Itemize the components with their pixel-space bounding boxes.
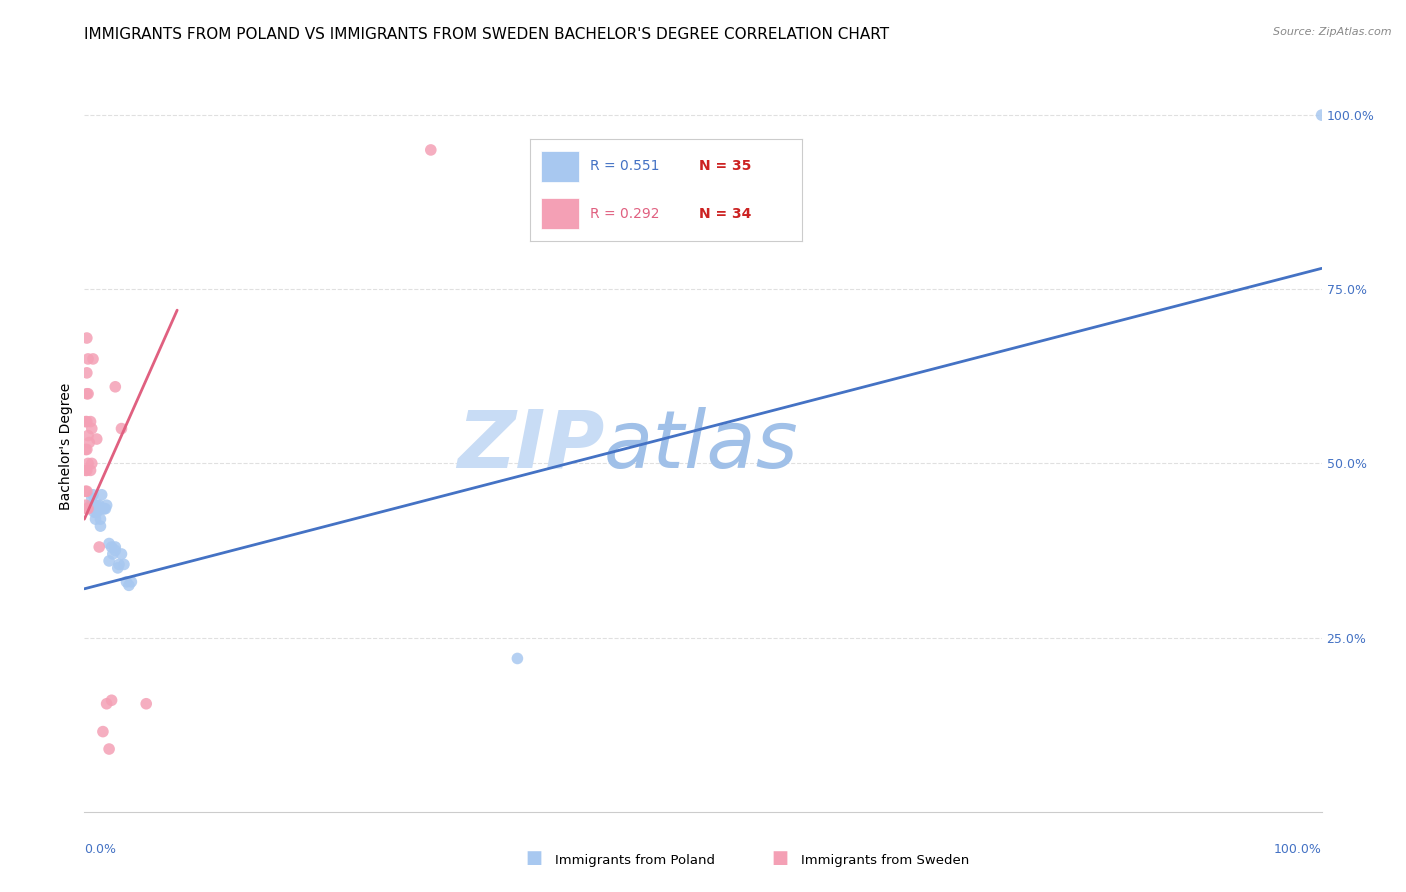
- Text: Immigrants from Poland: Immigrants from Poland: [555, 854, 716, 867]
- Point: [1310, 108, 1333, 122]
- Point: [104, 380, 127, 394]
- Point: [77, 351, 100, 366]
- Point: [89, 498, 111, 512]
- Point: [79, 498, 101, 512]
- Point: [76, 415, 98, 429]
- Point: [91, 501, 114, 516]
- Point: [100, 540, 122, 554]
- Point: [120, 574, 142, 589]
- Text: N = 35: N = 35: [699, 160, 751, 173]
- Point: [506, 651, 529, 665]
- Point: [135, 697, 157, 711]
- Point: [90, 488, 112, 502]
- Point: [110, 547, 132, 561]
- Point: [82, 351, 104, 366]
- Text: ZIP: ZIP: [457, 407, 605, 485]
- Text: R = 0.292: R = 0.292: [589, 207, 659, 220]
- Text: atlas: atlas: [605, 407, 799, 485]
- Point: [77, 501, 100, 516]
- Point: [82, 498, 104, 512]
- Point: [79, 415, 101, 429]
- Point: [89, 519, 111, 533]
- Point: [77, 386, 100, 401]
- Text: Source: ZipAtlas.com: Source: ZipAtlas.com: [1274, 27, 1392, 37]
- Point: [115, 574, 138, 589]
- Point: [86, 501, 108, 516]
- Point: [101, 547, 124, 561]
- Point: [76, 501, 98, 516]
- Point: [80, 457, 103, 471]
- Point: [79, 463, 101, 477]
- Point: [76, 484, 98, 499]
- Point: [419, 143, 441, 157]
- Text: R = 0.551: R = 0.551: [589, 160, 659, 173]
- Point: [84, 501, 107, 516]
- Point: [86, 498, 108, 512]
- Point: [84, 512, 107, 526]
- Point: [89, 540, 111, 554]
- Bar: [541, 198, 579, 229]
- Text: ■: ■: [526, 849, 543, 867]
- Point: [76, 463, 98, 477]
- Point: [83, 505, 105, 519]
- Point: [86, 432, 108, 446]
- Point: [76, 442, 98, 457]
- Point: [77, 457, 100, 471]
- Point: [98, 554, 121, 568]
- Point: [110, 421, 132, 435]
- Point: [89, 512, 111, 526]
- Point: [76, 331, 98, 345]
- Point: [94, 501, 117, 516]
- Point: [80, 421, 103, 435]
- Point: [82, 488, 104, 502]
- Text: IMMIGRANTS FROM POLAND VS IMMIGRANTS FROM SWEDEN BACHELOR'S DEGREE CORRELATION C: IMMIGRANTS FROM POLAND VS IMMIGRANTS FRO…: [84, 27, 890, 42]
- Point: [83, 498, 105, 512]
- Y-axis label: Bachelor's Degree: Bachelor's Degree: [59, 383, 73, 509]
- Point: [77, 428, 100, 442]
- Text: 100.0%: 100.0%: [1274, 843, 1322, 856]
- Point: [112, 558, 135, 572]
- Point: [75, 498, 97, 512]
- Point: [86, 505, 108, 519]
- Point: [98, 536, 121, 550]
- Point: [79, 435, 101, 450]
- Point: [76, 386, 98, 401]
- Point: [76, 366, 98, 380]
- Point: [96, 697, 118, 711]
- Bar: [541, 151, 579, 182]
- Point: [104, 540, 127, 554]
- Text: N = 34: N = 34: [699, 207, 751, 220]
- Point: [75, 484, 97, 499]
- Text: Immigrants from Sweden: Immigrants from Sweden: [801, 854, 970, 867]
- Point: [108, 558, 131, 572]
- Point: [98, 742, 121, 756]
- Point: [93, 501, 115, 516]
- Text: 0.0%: 0.0%: [84, 843, 117, 856]
- Point: [96, 498, 118, 512]
- Point: [75, 463, 97, 477]
- Point: [104, 543, 127, 558]
- Text: ■: ■: [772, 849, 789, 867]
- Point: [118, 578, 141, 592]
- Point: [107, 561, 129, 575]
- Point: [75, 442, 97, 457]
- Point: [100, 693, 122, 707]
- Point: [75, 415, 97, 429]
- Point: [91, 724, 114, 739]
- Point: [80, 491, 103, 506]
- Point: [89, 501, 111, 516]
